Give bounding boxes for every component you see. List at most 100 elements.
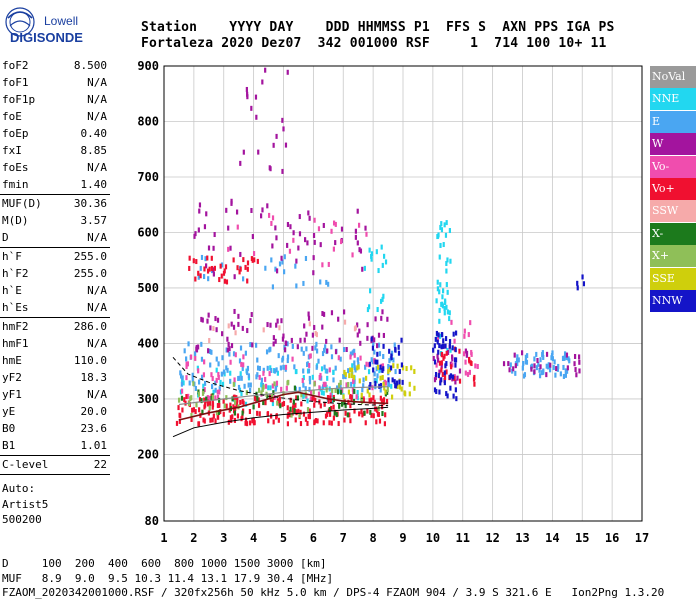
echo-point xyxy=(249,342,252,348)
echo-point xyxy=(217,409,221,415)
echo-point xyxy=(375,366,378,372)
param-label: M(D) xyxy=(2,214,29,227)
param-label: yE xyxy=(2,405,16,418)
echo-point xyxy=(236,413,240,419)
lowell-digisonde-logo: Lowell DIGISONDE xyxy=(5,7,83,45)
echo-point xyxy=(294,402,297,408)
echo-point xyxy=(281,117,284,123)
echo-point xyxy=(446,349,450,355)
echo-point xyxy=(396,363,399,369)
echo-point xyxy=(271,243,274,249)
echo-point xyxy=(377,332,381,338)
echo-point xyxy=(353,383,356,389)
echo-point xyxy=(250,312,253,318)
echo-point xyxy=(250,105,253,111)
echo-point xyxy=(557,363,560,369)
polarization-legend: NoVal NNE E W Vo- Vo+ SSW X- X+ SSE NNW xyxy=(650,66,696,312)
echo-point xyxy=(387,363,390,369)
echo-point xyxy=(443,306,446,312)
echo-point xyxy=(381,363,385,369)
echo-point xyxy=(220,273,223,279)
echo-point xyxy=(374,359,377,365)
echo-point xyxy=(384,389,387,395)
echo-point xyxy=(329,398,332,404)
echo-point xyxy=(271,284,275,290)
echo-point xyxy=(328,411,332,417)
echo-point xyxy=(241,410,244,416)
echo-point xyxy=(328,420,331,426)
echo-point xyxy=(390,394,394,400)
echo-point xyxy=(445,304,448,310)
echo-point xyxy=(565,352,569,358)
echo-point xyxy=(321,311,324,317)
echo-point xyxy=(295,369,298,375)
echo-point xyxy=(353,326,357,332)
echo-point xyxy=(332,220,336,226)
echo-point xyxy=(246,328,249,334)
echo-point xyxy=(349,403,352,409)
echo-point xyxy=(292,399,295,405)
echo-point xyxy=(211,376,214,382)
echo-point xyxy=(380,398,384,404)
echo-point xyxy=(382,343,385,349)
param-row: yF2 18.3 xyxy=(0,369,110,386)
echo-point xyxy=(250,207,253,213)
echo-point xyxy=(244,417,248,423)
echo-point xyxy=(272,390,275,396)
echo-point xyxy=(337,316,340,322)
y-tick-label: 600 xyxy=(137,225,159,239)
echo-point xyxy=(371,359,374,365)
param-label: fmin xyxy=(2,178,29,191)
echo-point xyxy=(452,331,455,337)
echo-point xyxy=(256,396,259,402)
param-row: fxI 8.85 xyxy=(0,142,110,159)
echo-point xyxy=(269,322,272,328)
divider xyxy=(0,317,110,318)
echo-point xyxy=(573,353,577,359)
echo-point xyxy=(229,415,232,421)
echo-point xyxy=(512,366,515,372)
echo-point xyxy=(228,351,231,357)
echo-points xyxy=(175,67,586,427)
legend-item-noval: NoVal xyxy=(650,66,696,88)
echo-point xyxy=(330,420,333,426)
echo-point xyxy=(342,374,345,380)
echo-point xyxy=(257,397,260,403)
echo-point xyxy=(438,254,441,260)
echo-point xyxy=(277,353,280,359)
echo-point xyxy=(304,416,308,422)
echo-point xyxy=(551,356,554,362)
echo-point xyxy=(228,346,231,352)
legend-item-vo: Vo- xyxy=(650,155,696,178)
echo-point xyxy=(239,399,242,405)
legend-item-ssw: SSW xyxy=(650,200,696,223)
echo-point xyxy=(232,324,236,330)
echo-point xyxy=(436,279,439,285)
echo-point xyxy=(205,263,208,269)
echo-point xyxy=(218,389,221,395)
echo-point xyxy=(244,264,247,270)
divider xyxy=(0,194,110,195)
echo-point xyxy=(357,364,360,370)
legend-item-x: X+ xyxy=(650,245,696,268)
echo-point xyxy=(413,368,416,374)
echo-point xyxy=(219,409,222,415)
echo-point xyxy=(327,281,330,287)
param-value: 1.40 xyxy=(80,178,108,191)
echo-point xyxy=(185,356,188,362)
echo-point xyxy=(242,400,245,406)
echo-point xyxy=(251,234,254,240)
echo-point xyxy=(324,381,327,387)
echo-point xyxy=(437,349,440,355)
echo-point xyxy=(284,142,288,148)
echo-point xyxy=(372,413,375,419)
echo-point xyxy=(238,358,242,364)
echo-point xyxy=(275,235,278,241)
echo-point xyxy=(211,404,214,410)
echo-point xyxy=(454,330,458,336)
parameter-panel: foF2 8.500 foF1 N/A foF1p N/A foE N/A foEp 0.… xyxy=(0,57,110,528)
echo-point xyxy=(530,363,534,369)
echo-point xyxy=(354,228,358,234)
echo-point xyxy=(198,397,202,403)
echo-point xyxy=(344,372,347,378)
